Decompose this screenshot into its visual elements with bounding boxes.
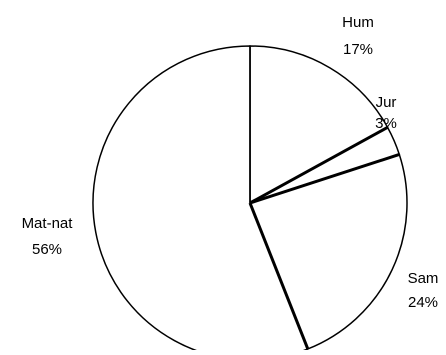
pie-label-percentage: 56%: [32, 241, 62, 258]
pie-label-percentage: 17%: [343, 41, 373, 58]
pie-label-percentage: 24%: [408, 294, 438, 311]
pie-slice-hum: [249, 45, 389, 205]
pie-label-category: Sam: [408, 270, 439, 287]
pie-slice-mat-nat: [92, 45, 309, 355]
pie-separator-line: [249, 153, 400, 205]
pie-label-category: Hum: [342, 14, 374, 31]
pie-separator-line: [249, 126, 389, 205]
pie-separators: [248, 46, 400, 350]
pie-label-percentage: 3%: [375, 115, 397, 132]
pie-label-category: Jur: [376, 94, 397, 111]
pie-separator-line: [248, 202, 310, 350]
pie-label-category: Mat-nat: [22, 215, 74, 232]
pie-labels: Hum 17% Jur 3% Sam 24% Mat-nat 56%: [22, 14, 439, 311]
